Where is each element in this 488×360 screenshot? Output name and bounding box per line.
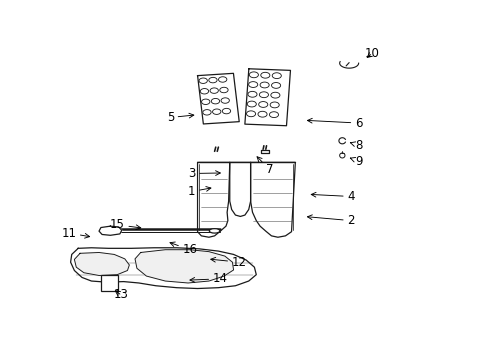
Ellipse shape <box>208 77 217 83</box>
Text: 14: 14 <box>189 272 227 285</box>
Ellipse shape <box>199 78 207 84</box>
Ellipse shape <box>212 109 221 114</box>
Polygon shape <box>250 162 295 237</box>
Ellipse shape <box>246 111 255 117</box>
Ellipse shape <box>258 111 266 117</box>
Polygon shape <box>74 252 129 275</box>
Text: 5: 5 <box>166 111 193 124</box>
Ellipse shape <box>260 82 268 88</box>
Ellipse shape <box>201 99 209 104</box>
Ellipse shape <box>211 98 219 104</box>
Text: 13: 13 <box>113 288 128 301</box>
Ellipse shape <box>249 72 258 78</box>
Ellipse shape <box>221 98 229 103</box>
Text: 2: 2 <box>307 214 354 227</box>
Text: 6: 6 <box>307 117 362 130</box>
Text: 8: 8 <box>349 139 362 152</box>
Ellipse shape <box>247 101 256 107</box>
Ellipse shape <box>270 92 279 98</box>
Ellipse shape <box>219 87 227 93</box>
Ellipse shape <box>210 88 218 93</box>
Ellipse shape <box>272 73 281 78</box>
Polygon shape <box>135 250 233 283</box>
Polygon shape <box>261 150 268 153</box>
Ellipse shape <box>271 82 280 88</box>
Text: 7: 7 <box>257 157 273 176</box>
Polygon shape <box>99 226 122 235</box>
Text: 12: 12 <box>210 256 246 269</box>
Text: 3: 3 <box>188 167 220 180</box>
Ellipse shape <box>218 77 226 82</box>
Ellipse shape <box>260 72 269 78</box>
Ellipse shape <box>200 89 208 94</box>
Text: 15: 15 <box>110 218 141 231</box>
Polygon shape <box>197 73 239 124</box>
Text: 9: 9 <box>349 154 362 167</box>
Polygon shape <box>70 248 256 288</box>
Text: 11: 11 <box>61 226 89 240</box>
Ellipse shape <box>258 102 267 107</box>
Ellipse shape <box>247 91 257 97</box>
Text: 1: 1 <box>188 185 210 198</box>
Ellipse shape <box>269 102 279 108</box>
Ellipse shape <box>269 112 278 118</box>
Ellipse shape <box>222 108 230 114</box>
Polygon shape <box>229 162 250 216</box>
FancyBboxPatch shape <box>101 275 118 291</box>
Ellipse shape <box>209 229 220 233</box>
Ellipse shape <box>203 109 211 115</box>
Text: 16: 16 <box>170 242 197 256</box>
Text: 4: 4 <box>310 190 354 203</box>
Text: 10: 10 <box>364 47 378 60</box>
Ellipse shape <box>259 92 268 98</box>
Polygon shape <box>197 162 229 237</box>
Polygon shape <box>244 69 290 126</box>
Ellipse shape <box>248 82 257 87</box>
